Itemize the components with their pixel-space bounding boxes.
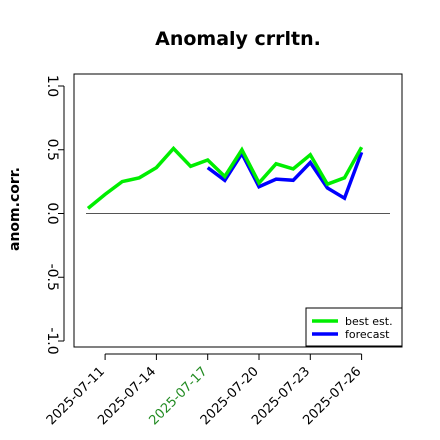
legend-box bbox=[305, 307, 403, 347]
legend: best est.forecast bbox=[305, 307, 403, 347]
y-tick-label: -0.5 bbox=[44, 264, 60, 291]
y-tick-label: -1.0 bbox=[44, 327, 60, 354]
y-axis-label: anom.corr. bbox=[7, 167, 23, 251]
plot-area bbox=[73, 73, 403, 348]
y-tick-label: 0.5 bbox=[44, 139, 60, 161]
y-tick-label: 0.0 bbox=[44, 202, 60, 224]
series-line-best-est bbox=[86, 145, 364, 210]
y-axis: -1.0 -0.5 0.0 0.5 1.0 bbox=[44, 75, 65, 355]
x-axis: 2025-07-112025-07-142025-07-172025-07-20… bbox=[44, 353, 364, 428]
legend-label: forecast bbox=[345, 328, 390, 341]
series-line-forecast bbox=[206, 150, 364, 201]
series-layer bbox=[86, 145, 364, 210]
chart-title: Anomaly crrltn. bbox=[155, 28, 321, 50]
y-tick-label: 1.0 bbox=[44, 75, 60, 97]
legend-label: best est. bbox=[345, 315, 393, 328]
